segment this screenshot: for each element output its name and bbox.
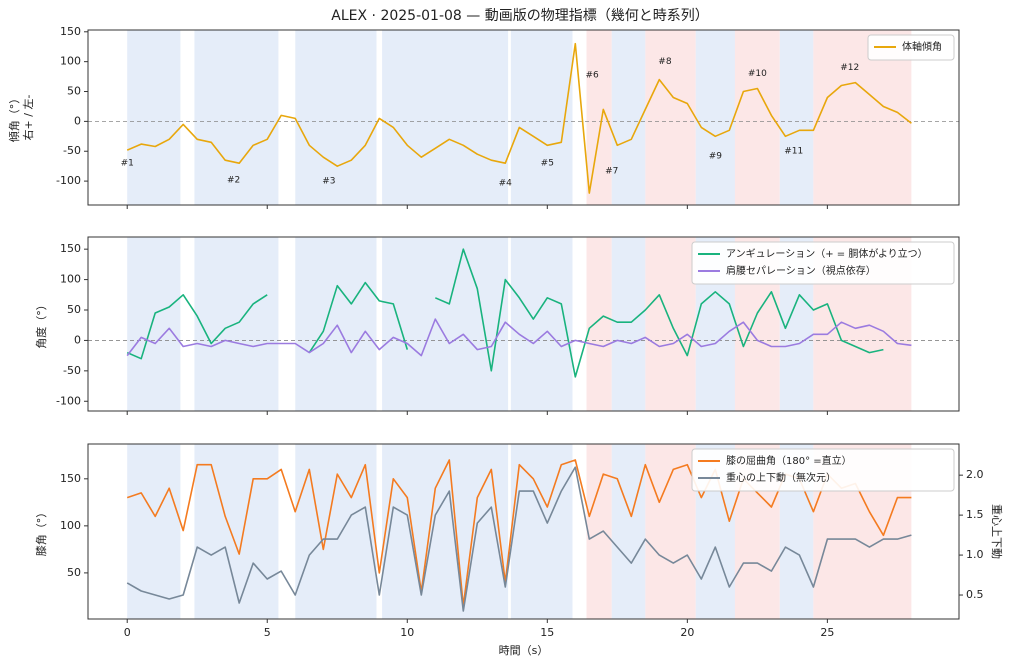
- phase-span: [127, 237, 181, 411]
- y-axis-label: 角度（°）: [34, 299, 48, 349]
- legend-label: アンギュレーション（+ = 胴体がより立つ）: [726, 247, 928, 260]
- x-tick-label: 25: [820, 626, 834, 639]
- phase-span: [586, 237, 612, 411]
- y-tick-label: 100: [60, 519, 81, 532]
- phase-span: [611, 444, 646, 619]
- x-tick-label: 20: [680, 626, 694, 639]
- annotation: #5: [541, 159, 554, 169]
- phase-span: [586, 30, 612, 205]
- phase-span: [645, 237, 696, 411]
- axes-frame: [87, 29, 960, 206]
- phase-span: [295, 237, 377, 411]
- annotation: #1: [121, 159, 134, 169]
- phase-span: [586, 444, 612, 619]
- phase-span: [611, 237, 646, 411]
- y2-tick-label: 1.0: [966, 548, 984, 561]
- phase-span: [127, 30, 181, 205]
- x-axis-label: 時間（s）: [499, 644, 549, 657]
- phase-span: [510, 444, 573, 619]
- y2-tick-label: 1.5: [966, 508, 984, 521]
- legend-label: 膝の屈曲角（180° =直立）: [726, 454, 852, 467]
- phase-span: [194, 237, 279, 411]
- phase-span: [611, 30, 646, 205]
- phase-span: [382, 30, 509, 205]
- phase-span: [695, 30, 735, 205]
- y-tick-label: 0: [74, 333, 81, 346]
- y-tick-label: -100: [56, 394, 81, 407]
- legend-label: 体軸傾角: [902, 40, 942, 53]
- annotation: #4: [499, 178, 513, 188]
- y2-tick-label: 0.5: [966, 588, 984, 601]
- phase-span: [510, 30, 573, 205]
- annotation: #2: [227, 175, 240, 185]
- y-tick-label: 0: [74, 114, 81, 127]
- figure-title: ALEX · 2025-01-08 — 動画版の物理指標（幾何と時系列）: [331, 8, 708, 24]
- annotation: #11: [784, 147, 803, 157]
- phase-span: [295, 444, 377, 619]
- axes-frame: [87, 443, 960, 620]
- phase-span: [194, 30, 279, 205]
- series-line: [126, 318, 912, 357]
- y-axis-label: 右+ / 左-: [21, 95, 35, 141]
- legend-box: [691, 448, 955, 492]
- y-tick-label: -50: [63, 364, 81, 377]
- y-tick-label: 50: [67, 85, 81, 98]
- legend-box: [691, 241, 955, 285]
- x-tick-label: 10: [400, 626, 414, 639]
- y2-axis-label: 重心上下動: [990, 504, 1004, 559]
- y-tick-label: 50: [67, 566, 81, 579]
- annotation: #9: [709, 152, 723, 162]
- annotation: #8: [658, 57, 672, 67]
- annotation: #6: [585, 70, 599, 80]
- phase-span: [510, 237, 573, 411]
- phase-span: [645, 444, 696, 619]
- axes-frame: [87, 236, 960, 412]
- series-line: [126, 466, 912, 612]
- y-tick-label: 150: [60, 25, 81, 38]
- y-tick-label: -50: [63, 144, 81, 157]
- y2-tick-label: 2.0: [966, 468, 984, 481]
- x-tick-label: 5: [264, 626, 271, 639]
- annotation: #12: [840, 63, 859, 73]
- phase-span: [382, 237, 509, 411]
- x-tick-label: 0: [124, 626, 131, 639]
- phase-span: [645, 30, 696, 205]
- annotation: #3: [322, 177, 335, 187]
- annotation: #10: [748, 69, 767, 79]
- y-tick-label: 150: [60, 472, 81, 485]
- phase-span: [127, 444, 181, 619]
- phase-span: [295, 30, 377, 205]
- y-tick-label: 50: [67, 303, 81, 316]
- y-tick-label: 150: [60, 242, 81, 255]
- y-axis-label: 傾角（°）: [7, 93, 21, 143]
- legend-label: 肩腰セパレーション（視点依存）: [726, 264, 876, 277]
- series-line: [126, 42, 912, 194]
- legend-label: 重心の上下動（無次元）: [726, 471, 836, 484]
- y-tick-label: -100: [56, 174, 81, 187]
- y-tick-label: 100: [60, 55, 81, 68]
- annotation: #7: [605, 166, 618, 176]
- x-tick-label: 15: [540, 626, 554, 639]
- phase-span: [779, 30, 814, 205]
- legend-box: [867, 34, 955, 61]
- y-tick-label: 100: [60, 273, 81, 286]
- phase-span: [382, 444, 509, 619]
- y-axis-label: 膝角（°）: [35, 507, 48, 557]
